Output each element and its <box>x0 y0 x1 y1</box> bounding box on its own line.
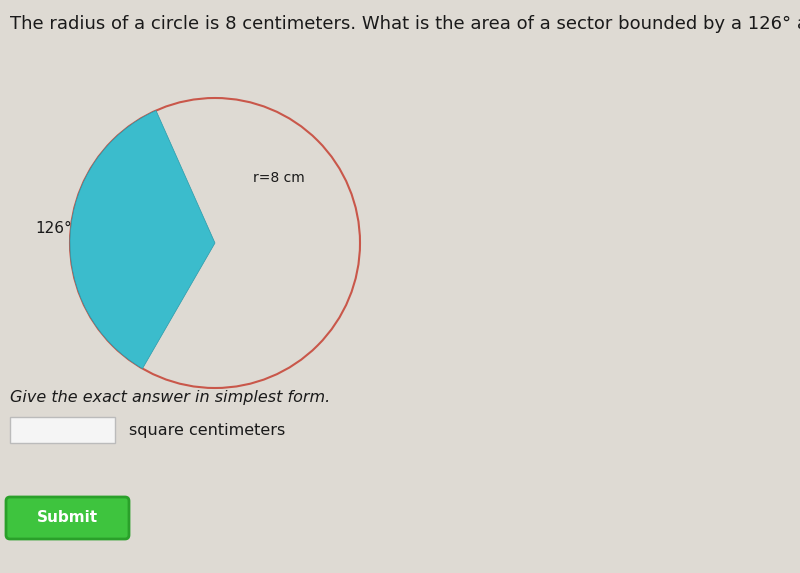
Text: r=8 cm: r=8 cm <box>253 171 305 185</box>
Text: Submit: Submit <box>37 511 98 525</box>
Text: 126°: 126° <box>35 221 72 236</box>
Bar <box>10 417 115 443</box>
FancyBboxPatch shape <box>6 497 129 539</box>
Wedge shape <box>70 111 215 368</box>
Text: square centimeters: square centimeters <box>129 422 286 438</box>
Text: The radius of a circle is 8 centimeters. What is the area of a sector bounded by: The radius of a circle is 8 centimeters.… <box>10 15 800 33</box>
Text: Give the exact answer in simplest form.: Give the exact answer in simplest form. <box>10 390 330 405</box>
